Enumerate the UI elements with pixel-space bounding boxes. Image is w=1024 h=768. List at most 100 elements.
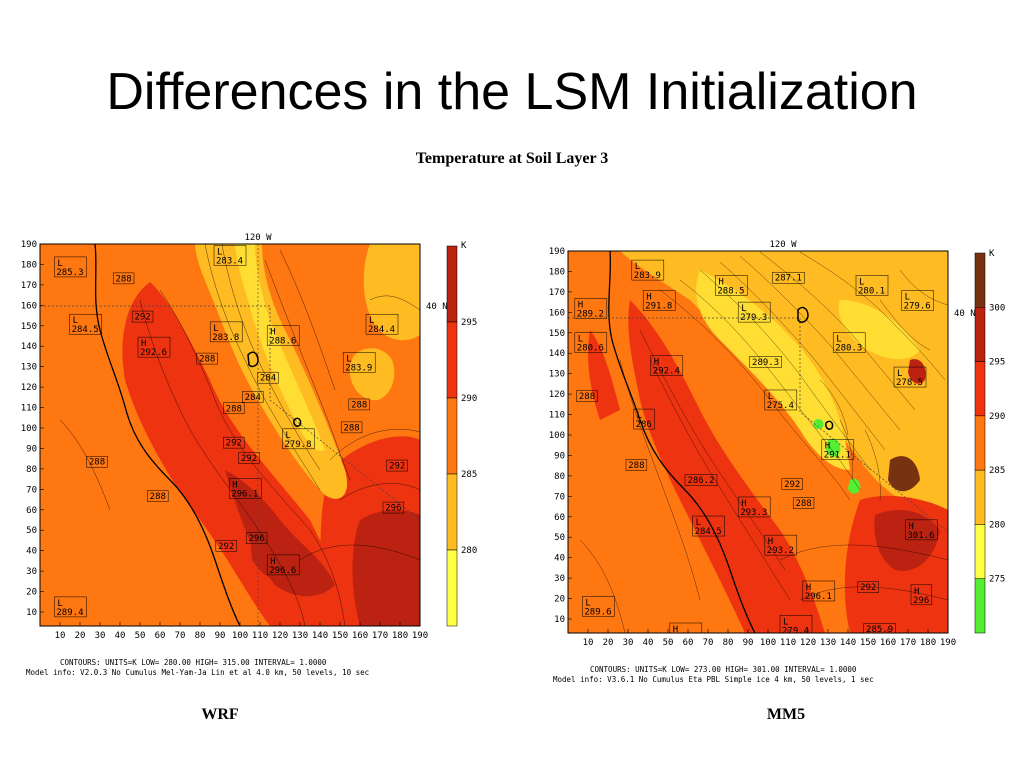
label-value: 289.3	[752, 358, 779, 368]
mm5-colorbar-swatch	[974, 307, 986, 362]
label-box	[215, 540, 237, 552]
label-box	[779, 615, 813, 633]
mm5-y-tick-label: 50	[554, 533, 565, 543]
label-value: 289.6	[584, 607, 611, 617]
label-box	[857, 581, 879, 593]
mm5-x-tick-label: 10	[583, 638, 594, 648]
mm5-y-tick-label: 120	[549, 390, 565, 400]
wrf-y-tick-label: 140	[21, 342, 37, 352]
wrf-x-tick-label: 110	[252, 631, 268, 641]
label-value: 288	[199, 355, 215, 365]
label-value: 286	[636, 420, 652, 430]
label-box	[901, 290, 934, 311]
label-value: 279.8	[284, 440, 311, 450]
wrf-x-tick-label: 130	[292, 631, 308, 641]
wrf-colorbar-label: 295	[461, 318, 477, 328]
label-letter: L	[285, 431, 290, 441]
label-box	[266, 554, 300, 576]
label-box	[238, 452, 260, 464]
label-value: 285.3	[56, 268, 83, 278]
mm5-x-tick-label: 170	[900, 638, 916, 648]
mm5-y-tick-label: 130	[549, 370, 565, 380]
label-box	[855, 275, 889, 296]
mm5-contour-label: 285.9	[863, 623, 896, 635]
wrf-y-tick-label: 50	[26, 526, 37, 536]
mm5-latitude-label: 40 N	[954, 309, 976, 319]
mm5-colorbar-swatch	[974, 578, 986, 634]
mm5-colorbar-swatch	[974, 524, 986, 579]
wrf-meridian-label: 120 W	[244, 233, 272, 243]
label-box	[86, 455, 108, 468]
wrf-x-tick-label: 160	[352, 631, 368, 641]
mm5-y-tick-label: 60	[554, 513, 565, 523]
mm5-contour-label: 288	[576, 390, 598, 402]
wrf-colorbar-label: 285	[461, 470, 477, 480]
label-value: 296.1	[805, 592, 832, 602]
wrf-model-info: Model info: V2.0.3 No Cumulus Mel-Yam-Ja…	[26, 668, 369, 677]
mm5-contour-label: 286.2	[684, 474, 718, 486]
label-letter: L	[217, 247, 222, 257]
label-letter: L	[213, 324, 218, 334]
label-value: 292	[134, 313, 150, 323]
label-value: 288	[115, 274, 131, 284]
wrf-y-tick-label: 170	[21, 281, 37, 291]
slide-subtitle: Temperature at Soil Layer 3	[415, 150, 609, 167]
mm5-y-tick-label: 30	[554, 574, 565, 584]
wrf-contour-label: 292	[223, 436, 245, 449]
label-box	[737, 496, 771, 518]
label-value: 285.9	[866, 625, 893, 635]
label-letter: H	[914, 587, 919, 597]
label-letter: L	[369, 316, 374, 326]
label-value: 284	[260, 374, 276, 384]
label-box	[692, 515, 725, 537]
label-value: 288	[226, 404, 242, 414]
label-box	[69, 313, 102, 335]
label-box	[715, 275, 748, 296]
mm5-y-tick-label: 70	[554, 492, 565, 502]
label-letter: H	[673, 625, 678, 635]
wrf-y-tick-label: 130	[21, 363, 37, 373]
wrf-x-tick-label: 90	[215, 631, 226, 641]
wrf-contour-info: CONTOURS: UNITS=K LOW= 280.00 HIGH= 315.…	[60, 658, 327, 667]
label-box	[772, 271, 805, 284]
label-letter: L	[859, 277, 864, 287]
label-box	[209, 321, 243, 343]
label-box	[781, 478, 803, 490]
label-value: 288	[795, 499, 811, 509]
wrf-colorbar-label: 290	[461, 394, 477, 404]
label-letter: L	[905, 293, 910, 303]
label-box	[342, 352, 376, 373]
wrf-contour-label: 288	[196, 352, 218, 365]
mm5-colorbar-label: 295	[989, 358, 1005, 368]
label-letter: L	[836, 335, 841, 345]
wrf-x-tick-label: 20	[75, 631, 86, 641]
label-box	[863, 623, 896, 633]
slide-title: Differences in the LSM Initialization	[106, 63, 918, 121]
wrf-y-tick-label: 40	[26, 547, 37, 557]
label-letter: L	[783, 617, 788, 627]
wrf-contour-label: 288	[86, 455, 108, 468]
label-letter: L	[585, 598, 590, 608]
wrf-contour-label: 296	[245, 532, 268, 544]
label-box	[737, 301, 771, 323]
mm5-y-tick-label: 90	[554, 451, 565, 461]
mm5-x-tick-label: 30	[623, 638, 634, 648]
mm5-x-tick-label: 40	[643, 638, 654, 648]
mm5-x-tick-label: 190	[940, 638, 956, 648]
label-value: 279.6	[904, 302, 931, 312]
wrf-x-tick-label: 40	[115, 631, 126, 641]
label-box	[582, 596, 615, 617]
label-value: 292	[218, 542, 234, 552]
wrf-contour-labels: L285.3L283.4288L284.5292L283.8H288.6L284…	[54, 245, 408, 618]
mm5-contour-label: 288	[625, 459, 648, 471]
